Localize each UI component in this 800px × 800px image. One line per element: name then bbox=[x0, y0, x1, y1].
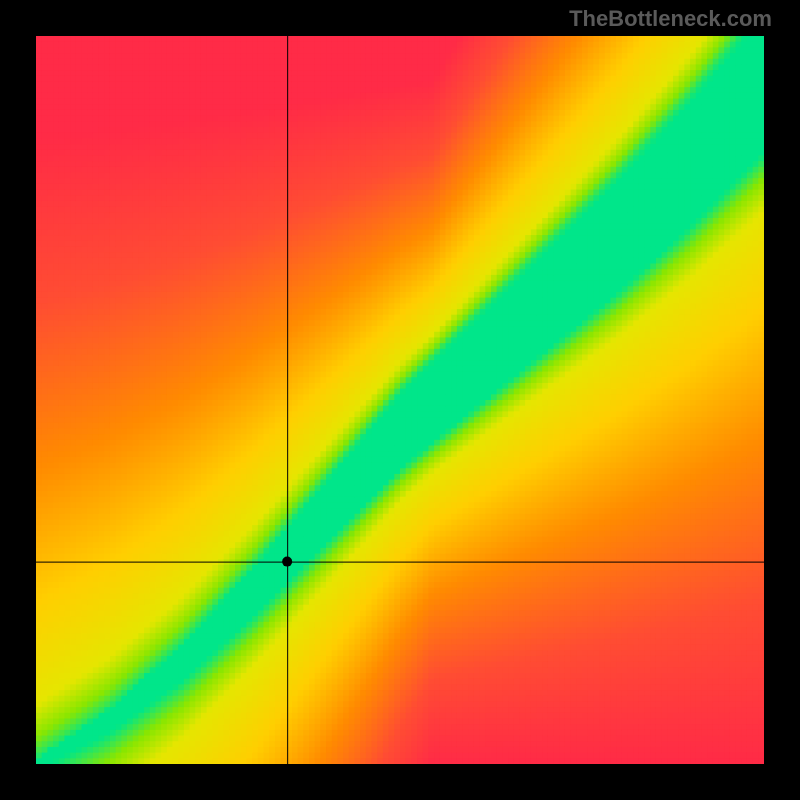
root-container: TheBottleneck.com bbox=[0, 0, 800, 800]
heatmap-plot-area bbox=[36, 36, 764, 764]
watermark-text: TheBottleneck.com bbox=[569, 6, 772, 32]
heatmap-canvas bbox=[36, 36, 764, 764]
